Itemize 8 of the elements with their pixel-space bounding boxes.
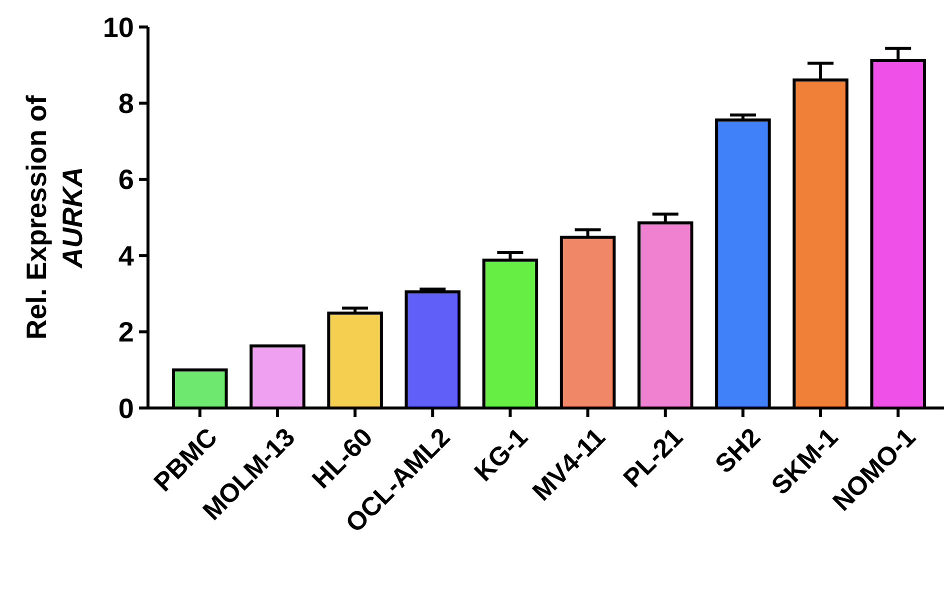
y-tick-label: 2 [118,316,134,348]
x-tick-label: SH2 [709,422,766,479]
y-axis-title: Rel. Expression of AURKA [21,94,88,340]
y-tick-label: 10 [102,12,134,43]
y-tick-label: 6 [118,164,134,196]
y-tick-label: 8 [118,88,134,119]
y-tick-label: 4 [118,240,134,272]
y-tick-label: 0 [118,392,134,424]
